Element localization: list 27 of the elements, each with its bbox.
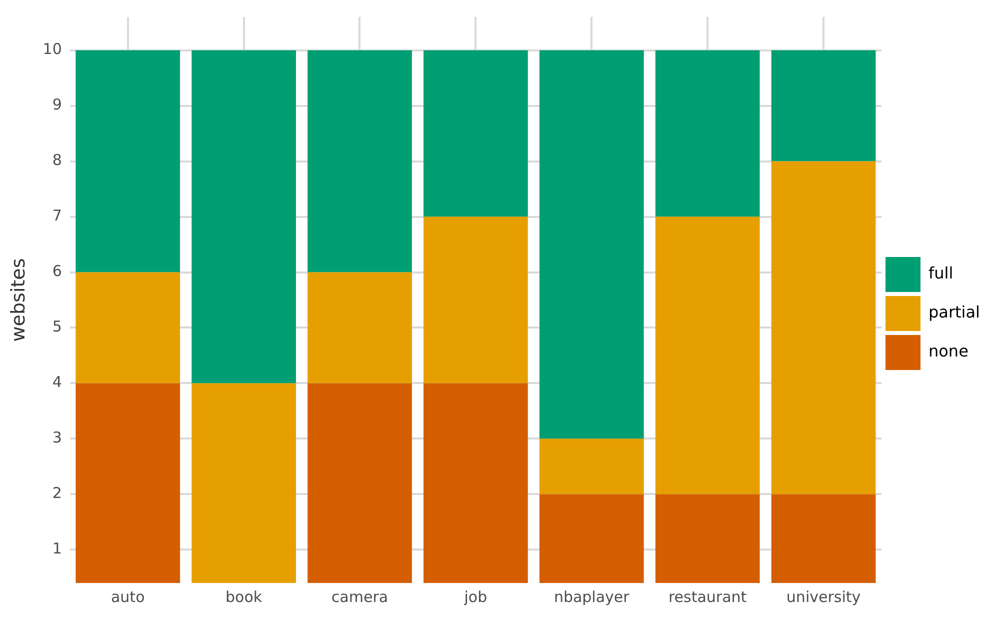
y-tick-label: 10 (42, 40, 62, 58)
x-tick-label: auto (110, 588, 145, 606)
bar (655, 50, 760, 217)
x-tick-label: book (226, 588, 262, 606)
x-tick-label: nbaplayer (554, 588, 630, 606)
x-tick-label: camera (331, 588, 388, 606)
y-tick-label: 4 (52, 373, 62, 392)
bar (76, 50, 180, 272)
y-tick-label: 7 (52, 206, 62, 225)
x-tick-label: job (463, 588, 488, 606)
x-tick-label: university (786, 588, 861, 606)
legend-label: full (928, 264, 954, 283)
y-tick-label: 9 (52, 96, 62, 114)
y-tick-label: 2 (52, 484, 62, 502)
y-tick-label: 3 (52, 428, 62, 447)
y-tick-label: 8 (52, 151, 62, 170)
bar (539, 50, 644, 439)
y-axis-title: websites (7, 258, 30, 342)
y-tick-label: 5 (52, 318, 62, 336)
legend-label: partial (928, 302, 980, 322)
x-tick-label: restaurant (668, 588, 747, 606)
y-tick-label: 6 (52, 262, 62, 280)
y-tick-label: 1 (52, 540, 62, 558)
legend-label: none (928, 342, 968, 361)
bar (308, 50, 412, 272)
bar (424, 50, 528, 217)
bar (771, 50, 876, 162)
